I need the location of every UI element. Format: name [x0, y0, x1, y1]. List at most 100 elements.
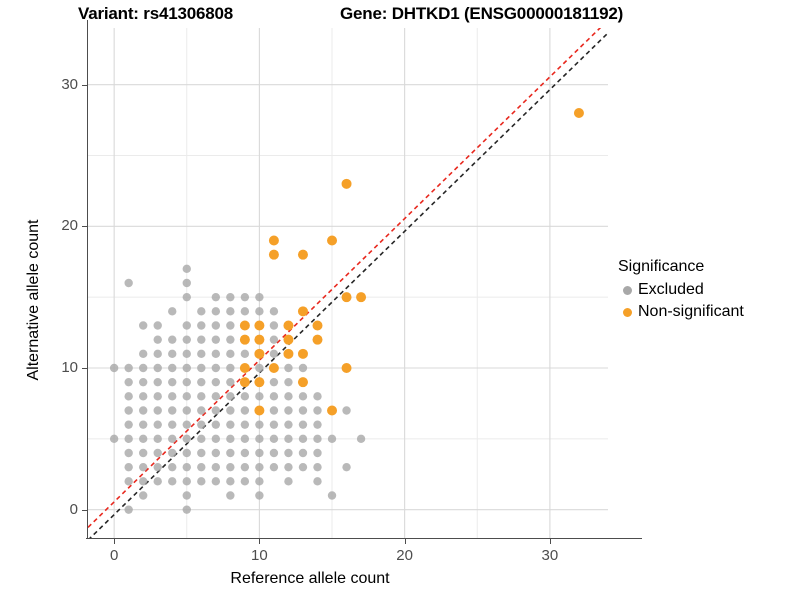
data-point	[239, 363, 250, 373]
legend-item-excluded[interactable]: Excluded	[618, 279, 798, 301]
data-point	[138, 321, 148, 330]
data-point	[341, 363, 352, 373]
data-point	[255, 477, 264, 486]
data-point	[298, 363, 308, 373]
data-point	[312, 320, 323, 331]
data-point	[138, 448, 148, 458]
data-point	[313, 434, 322, 444]
data-point	[255, 448, 264, 458]
y-tick-mark	[82, 84, 87, 86]
data-point	[283, 334, 294, 345]
data-point	[255, 363, 264, 373]
plot-panel	[88, 28, 608, 538]
data-point	[197, 462, 206, 472]
data-point	[153, 477, 162, 486]
data-point	[153, 335, 162, 344]
data-point	[109, 434, 119, 444]
data-point	[297, 306, 308, 317]
data-point	[197, 377, 206, 387]
data-point	[313, 462, 322, 472]
data-point	[239, 334, 250, 345]
data-point	[182, 335, 191, 344]
data-point	[138, 392, 148, 401]
data-point	[182, 363, 191, 373]
data-point	[138, 363, 148, 373]
data-point	[211, 406, 221, 415]
data-point	[240, 292, 250, 302]
data-point	[226, 292, 235, 302]
data-point	[168, 448, 177, 458]
legend-dot-icon	[622, 285, 632, 295]
data-point	[182, 406, 191, 415]
data-point	[255, 307, 264, 316]
data-point	[182, 377, 191, 387]
data-point	[226, 420, 235, 429]
legend-item-label: Non-significant	[638, 303, 744, 320]
data-point	[153, 420, 162, 429]
data-point	[240, 392, 250, 401]
data-point	[153, 406, 162, 415]
data-point	[269, 321, 279, 330]
data-point	[298, 420, 308, 429]
data-point	[284, 462, 293, 472]
data-point	[226, 448, 235, 458]
data-point	[269, 462, 279, 472]
data-point	[109, 363, 119, 373]
data-point	[269, 307, 279, 316]
data-point	[283, 320, 294, 331]
data-point	[255, 392, 264, 401]
data-point	[124, 448, 133, 458]
data-point	[182, 434, 191, 444]
data-point	[211, 434, 221, 444]
data-point	[298, 434, 308, 444]
data-point	[255, 462, 264, 472]
data-point	[226, 462, 235, 472]
data-point	[284, 448, 293, 458]
legend-title: Significance	[618, 258, 705, 275]
data-point	[269, 392, 279, 401]
data-point	[153, 321, 162, 330]
data-point	[182, 477, 191, 486]
legend-item-non-significant[interactable]: Non-significant	[618, 301, 798, 323]
red-dashed-diagonal	[88, 28, 602, 528]
data-point	[269, 434, 279, 444]
data-point	[269, 335, 279, 344]
data-point	[211, 477, 221, 486]
reference-lines	[88, 28, 608, 538]
data-point	[239, 377, 250, 388]
data-point	[124, 420, 133, 429]
legend-item-label: Excluded	[638, 281, 704, 298]
data-point	[327, 491, 337, 500]
series-excluded	[109, 264, 366, 514]
data-point	[313, 420, 322, 429]
legend-key	[618, 301, 636, 323]
data-point	[313, 448, 322, 458]
data-point	[138, 420, 148, 429]
data-point	[168, 392, 177, 401]
x-axis-title: Reference allele count	[230, 570, 390, 587]
plot-canvas	[88, 28, 608, 538]
data-point	[298, 392, 308, 401]
data-point	[182, 278, 191, 288]
data-point	[182, 321, 191, 330]
variant-title: Variant: rs41306808	[78, 4, 233, 23]
data-point	[240, 477, 250, 486]
data-point	[211, 448, 221, 458]
data-point	[327, 235, 338, 246]
data-point	[182, 448, 191, 458]
data-point	[211, 377, 221, 387]
data-point	[269, 406, 279, 415]
data-point	[284, 434, 293, 444]
series-non-significant	[239, 108, 584, 416]
data-point	[298, 448, 308, 458]
data-point	[211, 363, 221, 373]
data-point	[138, 349, 148, 359]
data-point	[356, 434, 366, 444]
data-point	[197, 321, 206, 330]
data-point	[226, 349, 235, 359]
y-tick-label: 30	[61, 75, 78, 93]
y-axis-title: Alternative allele count	[25, 219, 42, 381]
x-tick-mark	[404, 539, 406, 544]
data-point	[312, 334, 323, 345]
